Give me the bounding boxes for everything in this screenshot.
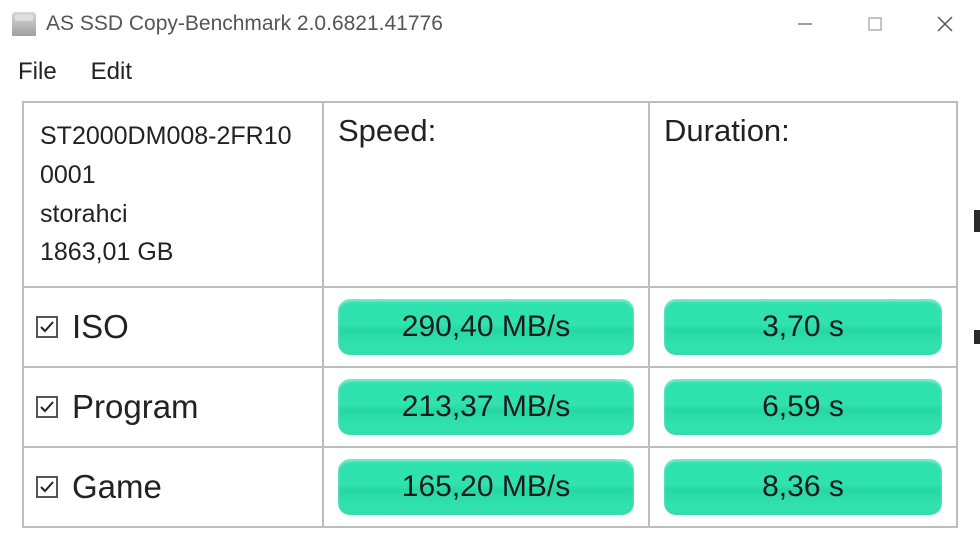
duration-cell-game: 8,36 s	[649, 447, 957, 527]
row-name-iso: ISO	[72, 308, 129, 346]
maximize-button[interactable]	[840, 0, 910, 48]
content-area: ST2000DM008-2FR10 0001 storahci 1863,01 …	[0, 101, 980, 528]
speed-value-iso: 290,40 MB/s	[338, 299, 634, 355]
speed-value-program: 213,37 MB/s	[338, 379, 634, 435]
table-row: Program 213,37 MB/s 6,59 s	[23, 367, 957, 447]
speed-cell-iso: 290,40 MB/s	[323, 287, 649, 367]
close-button[interactable]	[910, 0, 980, 48]
device-info-cell: ST2000DM008-2FR10 0001 storahci 1863,01 …	[23, 102, 323, 287]
device-model-line1: ST2000DM008-2FR10	[40, 117, 306, 156]
edge-artifact	[974, 210, 980, 232]
row-label-cell-program: Program	[23, 367, 323, 447]
window-title: AS SSD Copy-Benchmark 2.0.6821.41776	[46, 12, 770, 36]
row-name-game: Game	[72, 468, 162, 506]
window-controls	[770, 0, 980, 48]
edge-artifact	[974, 330, 980, 344]
device-capacity: 1863,01 GB	[40, 233, 306, 272]
checkbox-game[interactable]	[36, 476, 58, 498]
column-header-speed: Speed:	[323, 102, 649, 287]
menu-edit[interactable]: Edit	[91, 58, 132, 86]
device-model-line2: 0001	[40, 156, 306, 195]
table-row: ISO 290,40 MB/s 3,70 s	[23, 287, 957, 367]
duration-value-iso: 3,70 s	[664, 299, 942, 355]
benchmark-table: ST2000DM008-2FR10 0001 storahci 1863,01 …	[22, 101, 958, 528]
duration-value-program: 6,59 s	[664, 379, 942, 435]
duration-value-game: 8,36 s	[664, 459, 942, 515]
table-header-row: ST2000DM008-2FR10 0001 storahci 1863,01 …	[23, 102, 957, 287]
duration-cell-program: 6,59 s	[649, 367, 957, 447]
row-label-cell-game: Game	[23, 447, 323, 527]
speed-cell-program: 213,37 MB/s	[323, 367, 649, 447]
speed-cell-game: 165,20 MB/s	[323, 447, 649, 527]
speed-value-game: 165,20 MB/s	[338, 459, 634, 515]
table-row: Game 165,20 MB/s 8,36 s	[23, 447, 957, 527]
row-name-program: Program	[72, 388, 199, 426]
app-icon	[12, 12, 36, 36]
minimize-button[interactable]	[770, 0, 840, 48]
row-label-cell-iso: ISO	[23, 287, 323, 367]
device-driver: storahci	[40, 195, 306, 234]
checkbox-iso[interactable]	[36, 316, 58, 338]
menu-bar: File Edit	[0, 48, 980, 101]
checkbox-program[interactable]	[36, 396, 58, 418]
column-header-duration: Duration:	[649, 102, 957, 287]
menu-file[interactable]: File	[18, 58, 57, 86]
duration-cell-iso: 3,70 s	[649, 287, 957, 367]
window-titlebar: AS SSD Copy-Benchmark 2.0.6821.41776	[0, 0, 980, 48]
